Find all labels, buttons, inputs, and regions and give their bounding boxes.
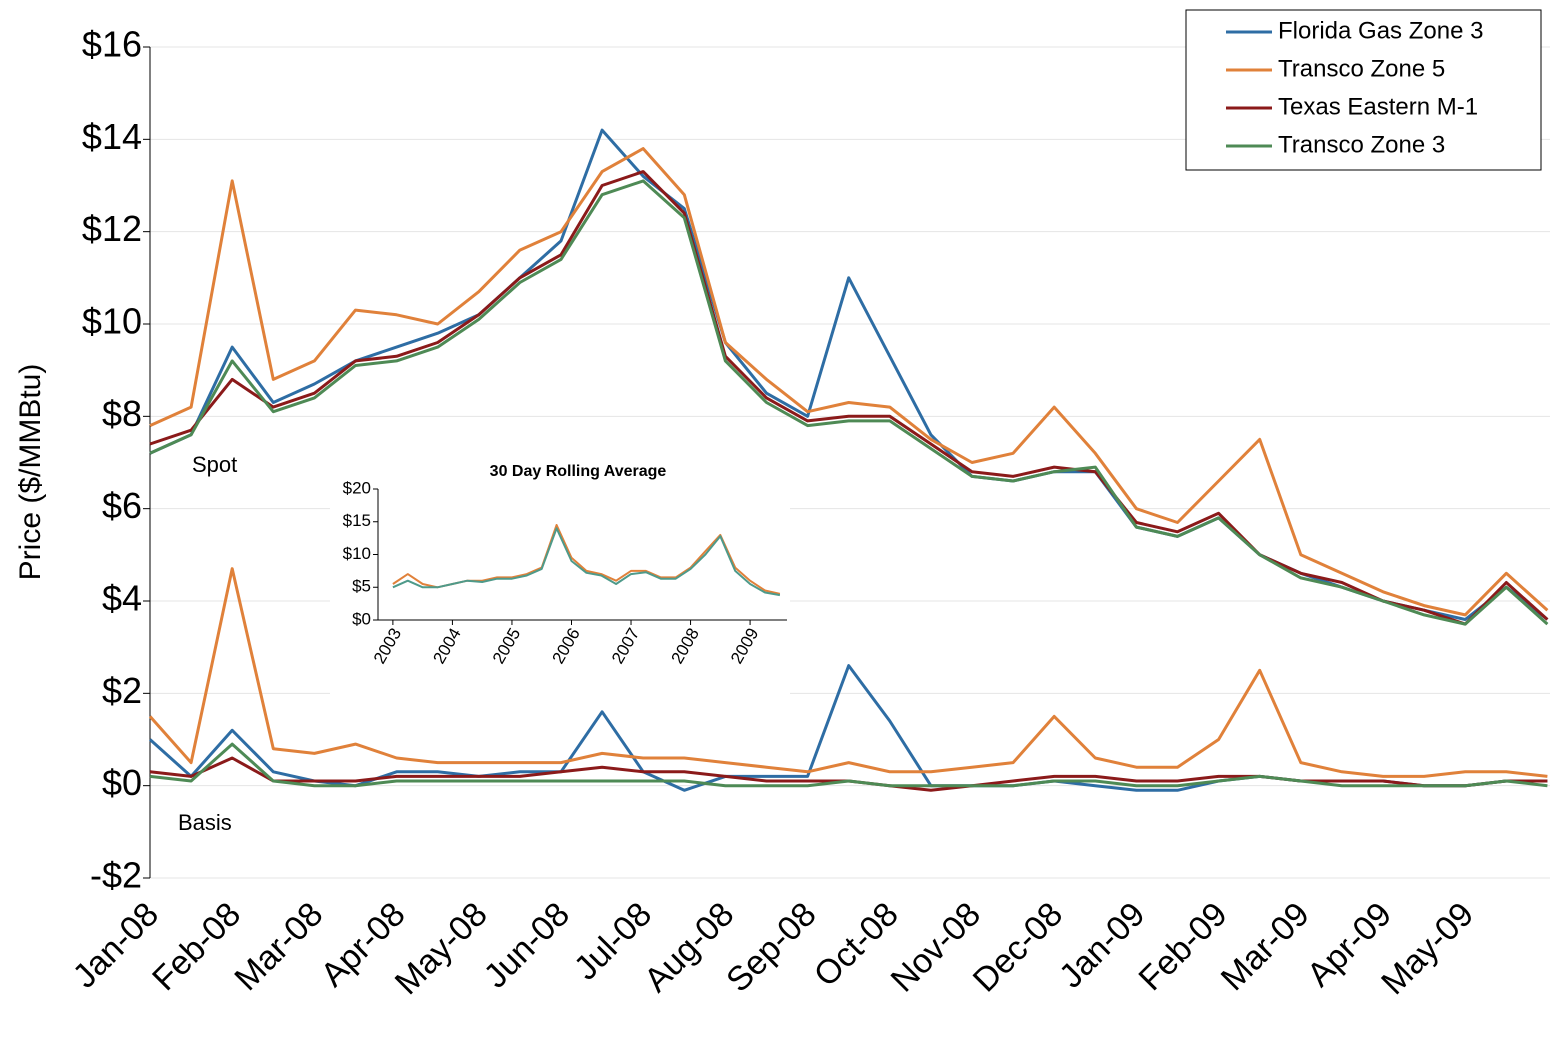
x-tick-label: Mar-09 bbox=[1214, 895, 1317, 998]
y-tick-label: $0 bbox=[352, 609, 371, 628]
y-axis-label: Price ($/MMBtu) bbox=[14, 364, 47, 581]
y-tick-label: $0 bbox=[102, 762, 142, 803]
x-tick-label: Jun-08 bbox=[477, 895, 577, 995]
x-tick-label: Aug-08 bbox=[637, 895, 741, 999]
x-tick-label: Jan-09 bbox=[1052, 895, 1152, 995]
y-tick-label: $4 bbox=[102, 578, 142, 619]
y-tick-label: $20 bbox=[343, 478, 371, 497]
legend-label: Texas Eastern M-1 bbox=[1278, 93, 1478, 120]
x-tick-label: May-09 bbox=[1374, 895, 1481, 1002]
x-tick-label: Mar-08 bbox=[227, 895, 330, 998]
annotation: Basis bbox=[178, 810, 232, 835]
y-tick-label: $12 bbox=[82, 208, 142, 249]
legend-label: Florida Gas Zone 3 bbox=[1278, 17, 1483, 44]
series-line bbox=[149, 147, 1549, 617]
y-tick-label: $14 bbox=[82, 116, 142, 157]
x-tick-label: Nov-08 bbox=[884, 895, 988, 999]
y-tick-label: $6 bbox=[102, 485, 142, 526]
series-line bbox=[148, 567, 1548, 778]
series-line bbox=[149, 179, 1549, 626]
x-tick-label: Dec-08 bbox=[966, 895, 1070, 999]
y-tick-label: $16 bbox=[82, 24, 142, 65]
y-tick-label: $5 bbox=[352, 577, 371, 596]
legend-box bbox=[1185, 9, 1542, 171]
y-tick-label: $10 bbox=[82, 301, 142, 342]
series-line bbox=[149, 742, 1548, 788]
y-tick-label: $10 bbox=[343, 544, 371, 563]
inset-title: 30 Day Rolling Average bbox=[490, 463, 667, 480]
series-line bbox=[392, 527, 781, 597]
x-tick-label: May-08 bbox=[388, 895, 495, 1002]
legend: Florida Gas Zone 3 Transco Zone 5 Texas Ea… bbox=[1185, 9, 1542, 171]
y-tick-label: $2 bbox=[102, 670, 142, 711]
y-tick-label: $15 bbox=[343, 511, 371, 530]
x-tick-label: Feb-08 bbox=[145, 895, 248, 998]
x-tick-label: Feb-09 bbox=[1132, 895, 1235, 998]
legend-label: Transco Zone 3 bbox=[1278, 131, 1445, 158]
series-line bbox=[149, 170, 1549, 626]
inset-background bbox=[330, 452, 790, 702]
y-tick-label: -$2 bbox=[90, 855, 142, 896]
x-tick-label: Jan-08 bbox=[66, 895, 166, 995]
series-line bbox=[149, 128, 1549, 621]
legend-label: Transco Zone 5 bbox=[1278, 55, 1445, 82]
x-tick-label: Sep-08 bbox=[719, 895, 823, 999]
y-tick-label: $8 bbox=[102, 393, 142, 434]
annotation: Spot bbox=[192, 452, 237, 477]
